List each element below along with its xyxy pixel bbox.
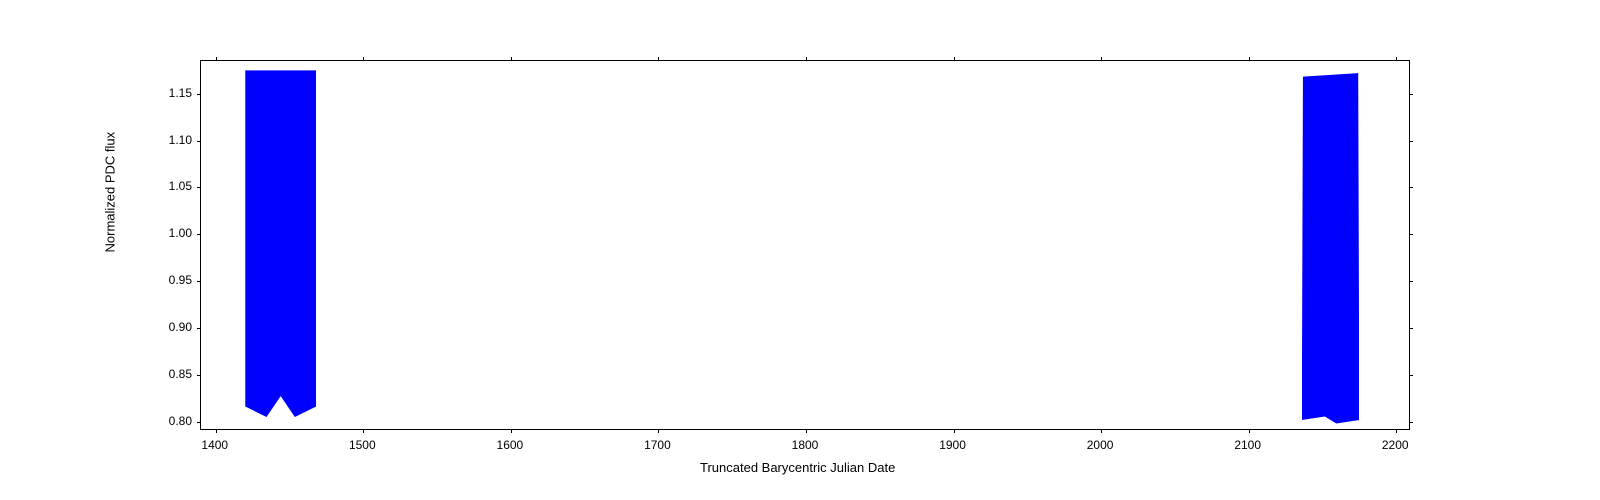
y-tick-mark [197,328,201,329]
x-tick-mark [806,429,807,433]
x-tick-mark [511,57,512,61]
scatter-cluster [245,70,316,417]
y-tick-label: 1.10 [169,133,192,147]
y-tick-mark [197,281,201,282]
y-tick-mark [197,141,201,142]
y-tick-label: 0.95 [169,273,192,287]
x-tick-label: 1800 [792,438,819,452]
y-tick-label: 0.80 [169,414,192,428]
y-tick-mark [197,94,201,95]
x-tick-label: 1400 [201,438,228,452]
x-tick-label: 1500 [349,438,376,452]
y-tick-mark [197,234,201,235]
x-tick-mark [1101,57,1102,61]
x-tick-label: 2000 [1087,438,1114,452]
y-axis-label: Normalized PDC flux [103,132,118,253]
x-tick-mark [363,57,364,61]
x-tick-label: 2200 [1382,438,1409,452]
x-tick-mark [1396,57,1397,61]
y-tick-mark [197,422,201,423]
x-tick-mark [1396,429,1397,433]
x-tick-mark [1101,429,1102,433]
y-tick-mark [1409,94,1413,95]
scatter-cluster [1302,73,1360,423]
x-tick-mark [363,429,364,433]
x-tick-mark [954,429,955,433]
y-tick-mark [1409,422,1413,423]
x-tick-mark [511,429,512,433]
y-tick-mark [1409,375,1413,376]
plot-area [201,61,1409,429]
x-tick-mark [658,57,659,61]
x-axis-label: Truncated Barycentric Julian Date [700,460,895,475]
x-tick-mark [954,57,955,61]
y-tick-label: 0.90 [169,320,192,334]
x-tick-mark [216,429,217,433]
y-tick-mark [1409,328,1413,329]
x-tick-mark [806,57,807,61]
x-tick-mark [1249,57,1250,61]
y-tick-mark [1409,141,1413,142]
x-tick-label: 1700 [644,438,671,452]
y-tick-mark [1409,281,1413,282]
x-tick-label: 1900 [939,438,966,452]
x-tick-mark [216,57,217,61]
y-tick-mark [1409,234,1413,235]
x-tick-mark [1249,429,1250,433]
x-tick-label: 2100 [1234,438,1261,452]
x-tick-mark [658,429,659,433]
y-tick-mark [197,187,201,188]
plot-box [200,60,1410,430]
y-tick-label: 1.05 [169,179,192,193]
x-tick-label: 1600 [497,438,524,452]
y-tick-label: 1.15 [169,86,192,100]
y-tick-label: 0.85 [169,367,192,381]
y-tick-mark [1409,187,1413,188]
y-tick-label: 1.00 [169,226,192,240]
y-tick-mark [197,375,201,376]
